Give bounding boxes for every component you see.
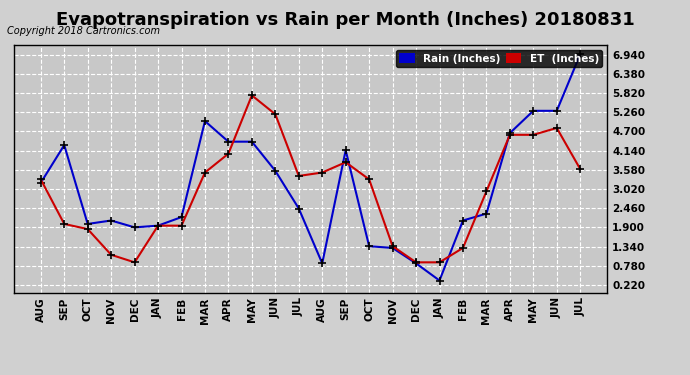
Text: Evapotranspiration vs Rain per Month (Inches) 20180831: Evapotranspiration vs Rain per Month (In… <box>56 11 634 29</box>
Text: Copyright 2018 Cartronics.com: Copyright 2018 Cartronics.com <box>7 26 160 36</box>
Legend: Rain (Inches), ET  (Inches): Rain (Inches), ET (Inches) <box>396 50 602 67</box>
